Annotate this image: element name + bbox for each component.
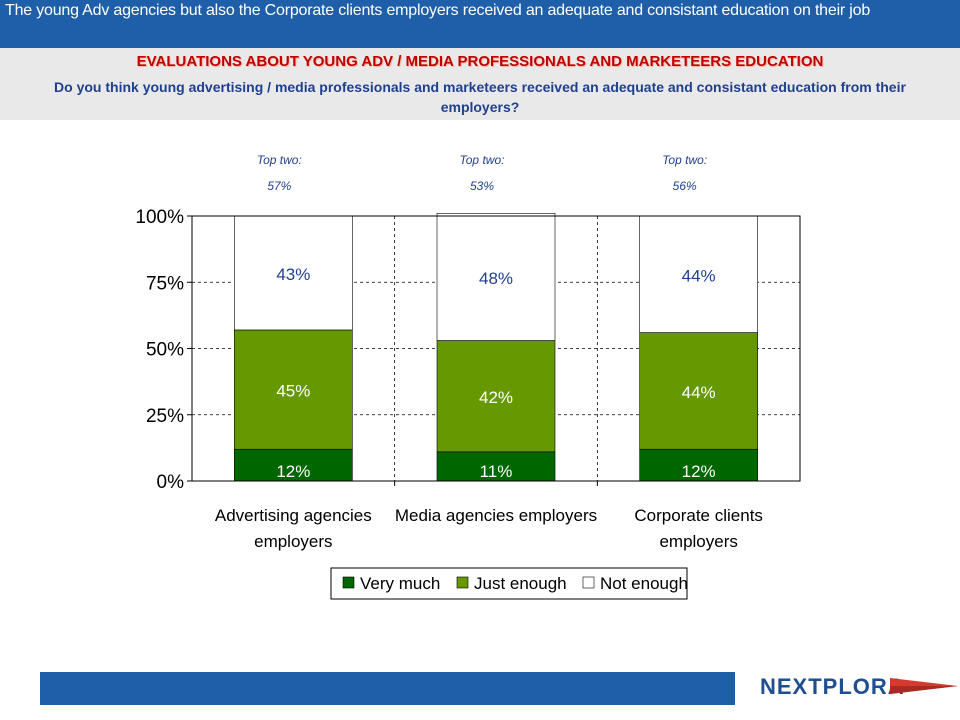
bar-segment-just-enough — [436, 340, 556, 453]
bar-segment-not-enough — [436, 213, 556, 341]
data-label: 42% — [479, 388, 513, 407]
data-label: 11% — [480, 462, 513, 481]
logo-text: NEXTPLORA — [760, 674, 905, 699]
legend: Very much Just enough Not enough — [330, 567, 688, 600]
bars — [234, 213, 758, 482]
bar-segment-very-much — [436, 451, 556, 482]
top-two-annotations: Top two: 57% Top two: 53% Top two: 56% — [257, 153, 707, 193]
y-tick-label: 0% — [157, 472, 185, 493]
y-tick-label: 25% — [146, 406, 184, 427]
nextplora-logo: NEXTPLORA — [760, 672, 960, 702]
bar-segment-not-enough — [234, 215, 353, 331]
y-tick-label: 50% — [146, 340, 184, 361]
top-two-value: 53% — [470, 179, 494, 193]
data-label: 44% — [682, 266, 716, 285]
y-tick-label: 75% — [146, 273, 184, 294]
data-label: 48% — [479, 269, 513, 288]
bar-segment-not-enough — [639, 215, 758, 333]
y-tick-label: 100% — [135, 207, 184, 228]
top-two-label: Top two: — [460, 153, 505, 167]
header-bar: The young Adv agencies but also the Corp… — [0, 0, 960, 48]
data-label: 12% — [682, 462, 716, 481]
legend-label: Very much — [360, 574, 440, 593]
top-two-value: 56% — [673, 179, 697, 193]
category-label: Corporate clients — [634, 506, 763, 525]
bar-segment-very-much — [234, 448, 353, 482]
category-label: employers — [254, 532, 332, 551]
legend-swatch-not-enough — [582, 576, 595, 589]
top-two-value: 57% — [267, 179, 291, 193]
category-label: Media agencies employers — [395, 506, 597, 525]
footer-bar — [40, 672, 735, 705]
category-label: Advertising agencies — [215, 506, 372, 525]
top-two-label: Top two: — [662, 153, 707, 167]
legend-box — [330, 567, 688, 600]
data-label: 43% — [276, 265, 310, 284]
category-label: employers — [659, 532, 737, 551]
survey-question: Do you think young advertising / media p… — [54, 79, 906, 115]
legend-label: Just enough — [474, 574, 567, 593]
stacked-bar-chart: 12% 45% 43% 11% 42% 48% 12% 44% 44% 0% 25% 50% 75% 1… — [135, 153, 801, 600]
data-labels: 12% 45% 43% 11% 42% 48% 12% 44% 44% — [276, 265, 715, 481]
axes: 0% 25% 50% 75% 100% Advertising agencies emplo… — [135, 207, 801, 551]
legend-label: Not enough — [600, 574, 688, 593]
legend-swatch-just-enough — [456, 576, 469, 589]
bar-segment-very-much — [639, 448, 758, 482]
logo-pennant-icon — [890, 678, 958, 694]
legend-swatch-very-much — [342, 576, 355, 589]
bar-segment-just-enough — [639, 332, 758, 450]
top-two-label: Top two: — [257, 153, 302, 167]
bar-segment-just-enough — [234, 329, 353, 450]
subheader: EVALUATIONS ABOUT YOUNG ADV / MEDIA PROF… — [0, 48, 960, 120]
section-title: EVALUATIONS ABOUT YOUNG ADV / MEDIA PROF… — [136, 53, 824, 70]
slide-title: The young Adv agencies but also the Corp… — [5, 2, 871, 19]
data-label: 45% — [276, 382, 310, 401]
data-label: 12% — [276, 462, 310, 481]
data-label: 44% — [682, 383, 716, 402]
